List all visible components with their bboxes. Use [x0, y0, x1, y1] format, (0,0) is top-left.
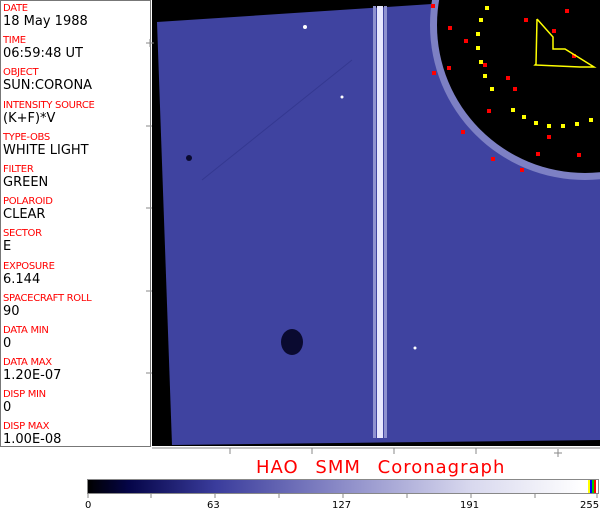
colorbar-ticks — [87, 493, 598, 498]
info-field-filter: FILTER GREEN — [3, 164, 150, 196]
info-field-type-obs: TYPE-OBS WHITE LIGHT — [3, 132, 150, 164]
field-value: (K+F)*V — [3, 110, 56, 126]
field-value: 90 — [3, 303, 20, 319]
field-value: CLEAR — [3, 207, 46, 223]
info-field-disp-max: DISP MAX 1.00E-08 — [3, 421, 150, 453]
field-label: FILTER — [3, 163, 34, 175]
field-label: SECTOR — [3, 228, 42, 240]
field-label: DATA MAX — [3, 357, 52, 369]
info-field-disp-min: DISP MIN 0 — [3, 389, 150, 421]
field-value: E — [3, 239, 12, 255]
field-label: POLAROID — [3, 196, 53, 208]
field-label: INTENSITY SOURCE — [3, 99, 95, 111]
info-field-intensity-source: INTENSITY SOURCE (K+F)*V — [3, 100, 150, 132]
field-value: 0 — [3, 400, 12, 416]
field-value: 0 — [3, 335, 12, 351]
field-label: TIME — [3, 35, 26, 47]
plot-title: HAO SMM Coronagraph — [256, 457, 506, 478]
occulter-disk — [437, 0, 600, 173]
colorbar-yellow-swatch — [588, 480, 590, 493]
field-label: DISP MAX — [3, 421, 50, 433]
field-value: 06:59:48 UT — [3, 46, 83, 62]
field-value: 18 May 1988 — [3, 14, 88, 29]
field-label: DISP MIN — [3, 389, 46, 401]
info-field-spacecraft-roll: SPACECRAFT ROLL 90 — [3, 293, 150, 325]
colorbar-tick-label: 191 — [460, 500, 480, 511]
info-field-time: TIME 06:59:48 UT — [3, 35, 150, 67]
field-value: WHITE LIGHT — [3, 142, 89, 158]
info-field-data-min: DATA MIN 0 — [3, 325, 150, 357]
coronagraph-image — [152, 0, 600, 446]
field-value: 1.20E-07 — [3, 368, 62, 384]
colorbar-tick-label: 63 — [207, 500, 220, 511]
field-label: TYPE-OBS — [3, 131, 50, 143]
colorbar-tick-label: 255 — [580, 500, 600, 511]
image-axes — [146, 39, 600, 457]
field-label: DATA MIN — [3, 324, 49, 336]
info-field-sector: SECTOR E — [3, 228, 150, 260]
info-field-data-max: DATA MAX 1.20E-07 — [3, 357, 150, 389]
field-label: SPACECRAFT ROLL — [3, 292, 92, 304]
field-label: OBJECT — [3, 67, 39, 79]
info-field-date: DATE 18 May 1988 — [3, 3, 150, 35]
field-value: 6.144 — [3, 271, 41, 287]
colorbar-blue-swatch — [590, 480, 592, 493]
info-field-polaroid: POLAROID CLEAR — [3, 196, 150, 228]
colorbar-red-swatch — [594, 480, 596, 493]
field-value: GREEN — [3, 174, 49, 190]
field-label: DATE — [3, 3, 28, 14]
bright-streak — [377, 6, 383, 438]
triangle-outline — [533, 18, 597, 68]
colorbar-tick-label: 0 — [85, 500, 92, 511]
colorbar-green-swatch — [592, 480, 594, 493]
colorbar-tick-label: 127 — [332, 500, 352, 511]
field-value: SUN:CORONA — [3, 78, 93, 94]
info-panel: DATE 18 May 1988 TIME 06:59:48 UT OBJECT SUN:… — [0, 0, 151, 447]
field-value: 1.00E-08 — [3, 432, 62, 448]
info-field-object: OBJECT SUN:CORONA — [3, 67, 150, 99]
field-label: EXPOSURE — [3, 260, 55, 272]
info-field-exposure: EXPOSURE 6.144 — [3, 261, 150, 293]
